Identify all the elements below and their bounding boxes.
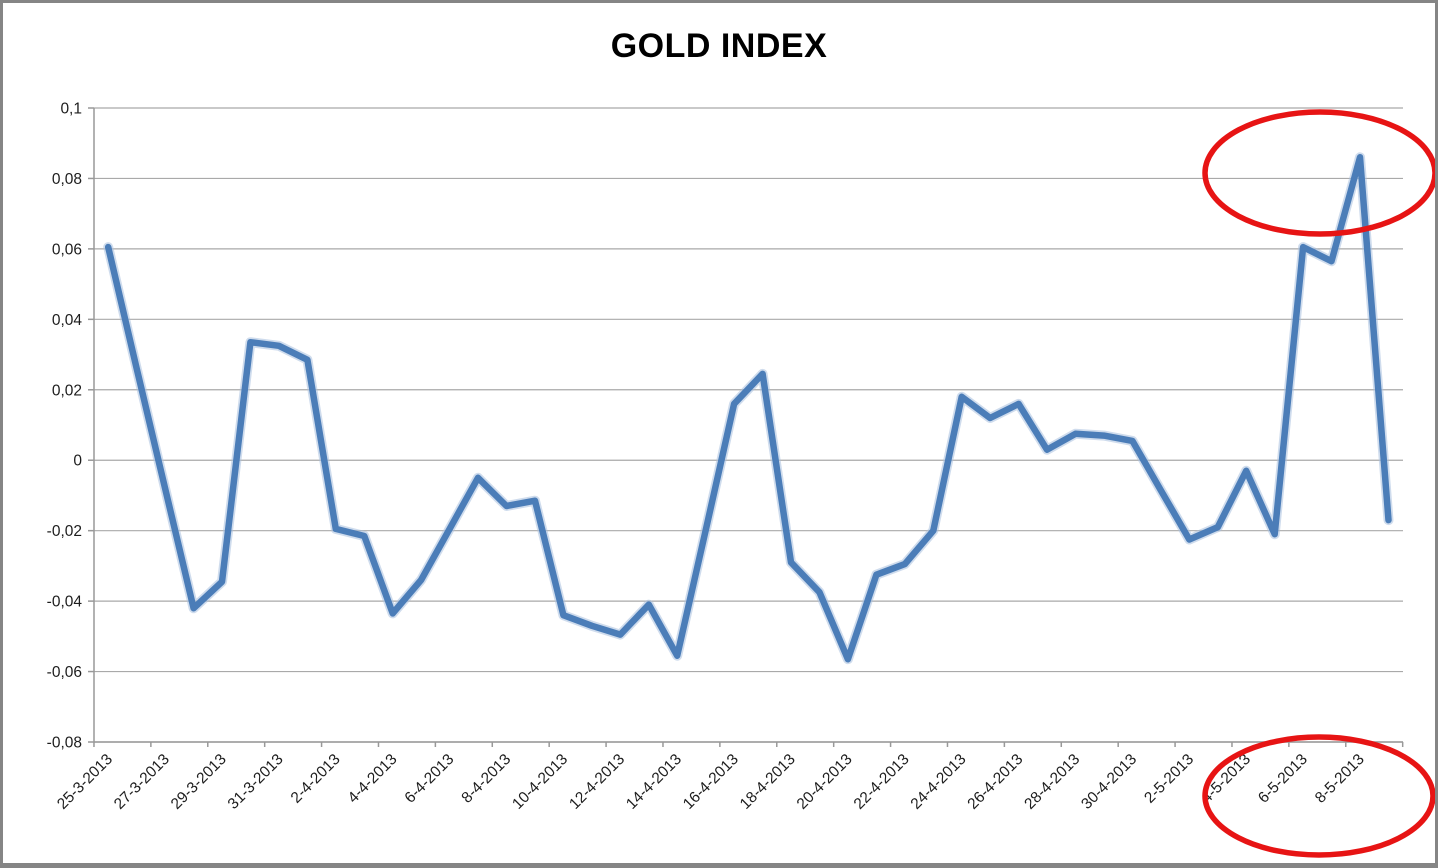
annotation-ellipse-dates — [1202, 734, 1435, 858]
annotation-ellipse-peak — [1202, 109, 1435, 237]
x-tick-label: 26-4-2013 — [964, 751, 1026, 813]
y-tick-label: -0,06 — [47, 664, 82, 681]
x-tick-label: 8-5-2013 — [1312, 751, 1368, 807]
x-tick-label: 18-4-2013 — [737, 751, 799, 813]
x-tick-label: 4-4-2013 — [345, 751, 401, 807]
y-tick-label: 0,02 — [52, 382, 82, 399]
x-tick-label: 16-4-2013 — [680, 751, 742, 813]
x-tick-label: 2-4-2013 — [288, 751, 344, 807]
y-tick-label: -0,02 — [47, 523, 82, 540]
x-tick-label: 12-4-2013 — [566, 751, 628, 813]
y-tick-label: -0,08 — [47, 735, 82, 752]
x-tick-label: 30-4-2013 — [1078, 751, 1140, 813]
x-tick-label: 28-4-2013 — [1021, 751, 1083, 813]
x-tick-label: 24-4-2013 — [908, 751, 970, 813]
chart-svg: 0,1 0,08 0,06 0,04 0,02 0 -0,02 -0,04 -0,06 -0,08… — [47, 101, 1435, 858]
y-tick-label: 0 — [73, 453, 82, 470]
x-tick-label: 6-4-2013 — [402, 751, 458, 807]
x-tick-label: 25-3-2013 — [54, 751, 116, 813]
y-tick-label: -0,04 — [47, 594, 83, 611]
x-tick-label: 22-4-2013 — [851, 751, 913, 813]
chart-title: GOLD INDEX — [610, 27, 828, 65]
x-tick-label: 8-4-2013 — [458, 751, 514, 807]
x-tick-label: 31-3-2013 — [225, 751, 287, 813]
gold-index-line — [104, 154, 1392, 663]
gold-index-line-halo — [103, 152, 1394, 665]
x-tick-label: 20-4-2013 — [794, 751, 856, 813]
y-tick-label: 0,1 — [60, 101, 82, 118]
x-tick-label: 27-3-2013 — [111, 751, 173, 813]
x-tick-label: 29-3-2013 — [168, 751, 230, 813]
y-tick-label: 0,04 — [52, 312, 83, 329]
x-tick-label: 6-5-2013 — [1255, 751, 1311, 807]
x-tick-label: 10-4-2013 — [509, 751, 571, 813]
x-tick-label: 14-4-2013 — [623, 751, 685, 813]
y-tick-label: 0,06 — [52, 241, 82, 258]
x-tick-label: 2-5-2013 — [1141, 751, 1197, 807]
y-tick-label: 0,08 — [52, 171, 82, 188]
